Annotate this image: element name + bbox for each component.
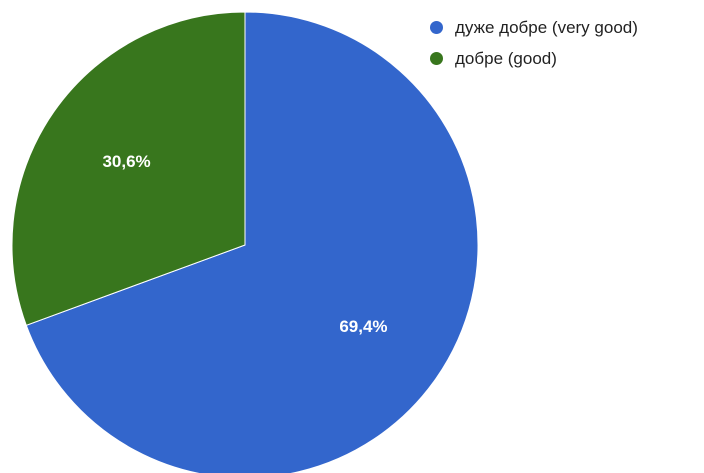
pie-label-good: 30,6% bbox=[102, 152, 150, 171]
pie-slice-good bbox=[11, 11, 246, 326]
legend-label-good: добре (good) bbox=[455, 48, 557, 68]
chart-legend: дуже добре (very good) добре (good) bbox=[430, 16, 638, 78]
pie-label-very-good: 69,4% bbox=[339, 317, 387, 336]
legend-item-good: добре (good) bbox=[430, 47, 638, 70]
pie-slice-labels: 69,4% 30,6% bbox=[102, 152, 387, 336]
legend-swatch-good bbox=[430, 52, 443, 65]
pie-slices bbox=[11, 11, 479, 473]
legend-swatch-very-good bbox=[430, 21, 443, 34]
pie-slice-very-good bbox=[25, 11, 479, 473]
legend-label-very-good: дуже добре (very good) bbox=[455, 17, 638, 37]
legend-item-very-good: дуже добре (very good) bbox=[430, 16, 638, 39]
